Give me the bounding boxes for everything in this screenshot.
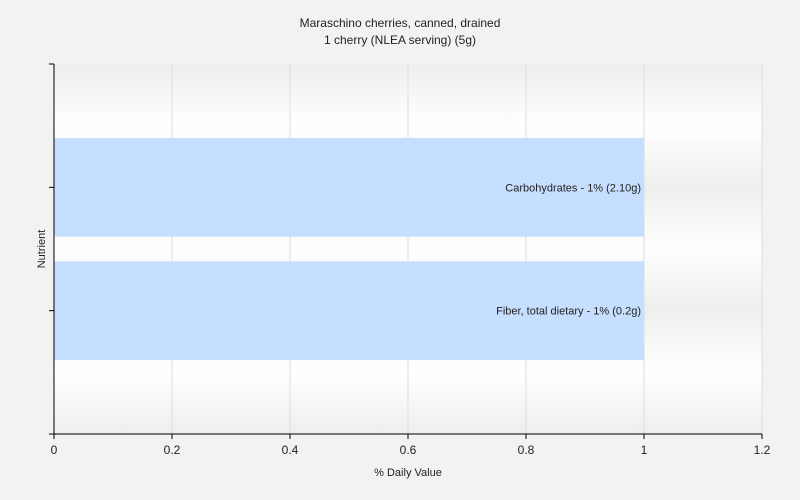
axes: [49, 63, 763, 439]
x-tick-label: 1: [641, 443, 648, 457]
bar-data-label: Carbohydrates - 1% (2.10g): [505, 182, 641, 194]
x-tick-label: 0: [51, 443, 58, 457]
bars: [54, 138, 644, 360]
x-tick-label: 0.8: [518, 443, 535, 457]
bar-labels: Carbohydrates - 1% (2.10g) Fiber, total d…: [496, 182, 641, 317]
x-tick-labels: 0 0.2 0.4 0.6 0.8 1 1.2: [51, 443, 771, 457]
bar: [54, 261, 644, 360]
bar-data-label: Fiber, total dietary - 1% (0.2g): [496, 306, 641, 318]
x-tick-label: 0.2: [164, 443, 181, 457]
y-axis-title: Nutrient: [36, 230, 48, 269]
x-tick-label: 0.6: [400, 443, 417, 457]
x-tick-label: 1.2: [754, 443, 771, 457]
chart-subtitle: 1 cherry (NLEA serving) (5g): [324, 33, 476, 47]
chart-title: Maraschino cherries, canned, drained: [300, 16, 501, 30]
x-tick-label: 0.4: [282, 443, 299, 457]
bar: [54, 138, 644, 237]
x-axis-title: % Daily Value: [374, 467, 442, 479]
